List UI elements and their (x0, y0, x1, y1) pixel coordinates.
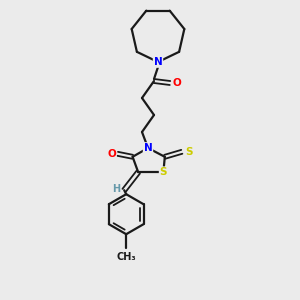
Text: CH₃: CH₃ (116, 252, 136, 262)
Text: N: N (154, 57, 162, 67)
Text: S: S (160, 167, 167, 177)
Text: S: S (185, 147, 193, 157)
Text: H: H (112, 184, 120, 194)
Text: O: O (107, 149, 116, 159)
Text: O: O (172, 78, 182, 88)
Text: N: N (144, 143, 152, 153)
